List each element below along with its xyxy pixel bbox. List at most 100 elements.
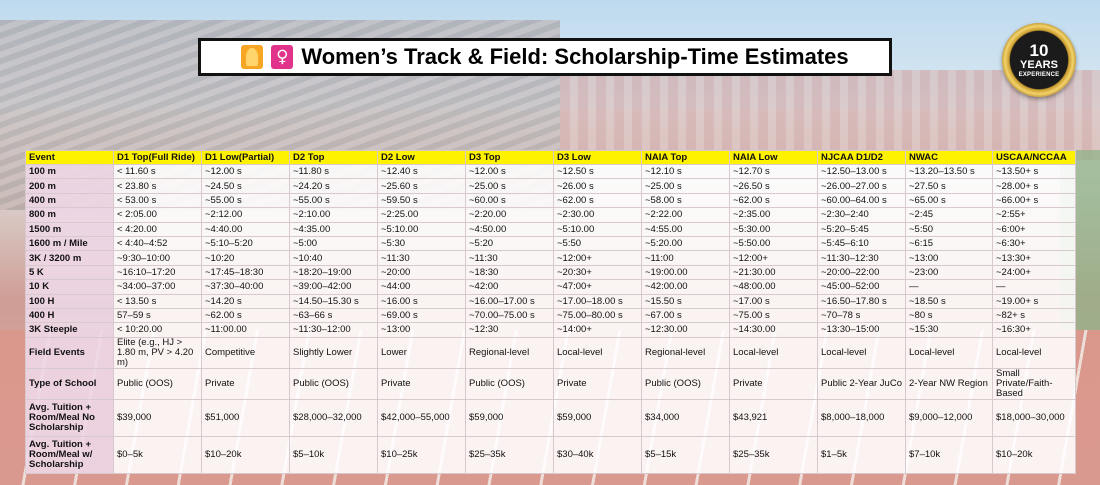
table-cell: ~12:30.00 xyxy=(641,322,730,338)
table-cell: ~5:10.00 xyxy=(553,221,642,237)
table-cell: ~4:35.00 xyxy=(289,221,378,237)
table-cell: ~62.00 s xyxy=(201,307,290,324)
table-cell: ~12.50–13.00 s xyxy=(817,163,906,180)
table-cell: ~11:00.00 xyxy=(201,322,290,338)
table-cell: $30–40k xyxy=(553,435,642,474)
table-cell: ~17.00 s xyxy=(729,293,818,309)
table-cell: < 53.00 s xyxy=(113,192,202,209)
table-cell: ~2:30.00 xyxy=(553,207,642,223)
table-row: Type of School Public (OOS) Private Public … xyxy=(25,367,1076,400)
table-cell: < 10:20.00 xyxy=(113,322,202,338)
table-cell: ~5:30 xyxy=(377,235,466,252)
table-cell: ~5:50 xyxy=(905,221,993,237)
table-cell: ~24.20 s xyxy=(289,178,378,194)
table-cell: < 13.50 s xyxy=(113,293,202,309)
table-cell: ~4:40.00 xyxy=(201,221,290,237)
table-header-row: Event D1 Top(Full Ride) D1 Low(Partial) D2 … xyxy=(25,150,1076,165)
table-cell: ~27.50 s xyxy=(905,178,993,194)
table-cell: 57–59 s xyxy=(113,307,202,324)
table-cell: $10–25k xyxy=(377,435,466,474)
table-cell: ~11:30 xyxy=(377,250,466,266)
row-label: 1600 m / Mile xyxy=(25,235,114,252)
table-cell: ~18:30 xyxy=(465,264,554,281)
table-cell: ~82+ s xyxy=(992,307,1076,324)
table-cell: ~75.00–80.00 s xyxy=(553,307,642,324)
row-label: 200 m xyxy=(25,178,114,194)
table-cell: Public (OOS) xyxy=(465,367,554,400)
table-cell: ~80 s xyxy=(905,307,993,324)
column-header: D2 Top xyxy=(289,150,378,165)
table-cell: ~23:00 xyxy=(905,264,993,281)
row-label: 400 m xyxy=(25,192,114,209)
row-label: 5 K xyxy=(25,264,114,281)
table-cell: ~12.40 s xyxy=(377,163,466,180)
row-label: 800 m xyxy=(25,207,114,223)
table-cell: ~47:00+ xyxy=(553,279,642,295)
column-header: USCAA/NCCAA xyxy=(992,150,1076,165)
table-cell: Public 2-Year JuCo xyxy=(817,367,906,400)
table-cell: ~17.00–18.00 s xyxy=(553,293,642,309)
table-cell: ~25.00 s xyxy=(465,178,554,194)
table-cell: ~6:15 xyxy=(905,235,993,252)
table-cell: ~20:00 xyxy=(377,264,466,281)
table-cell: ~19:00.00 xyxy=(641,264,730,281)
table-row: 1600 m / Mile < 4:40–4:52 ~5:10–5:20 ~5:00 ~… xyxy=(25,235,1076,252)
title-banner: ♀ Women’s Track & Field: Scholarship-Tim… xyxy=(198,38,892,76)
column-header: NWAC xyxy=(905,150,993,165)
table-cell: Private xyxy=(729,367,818,400)
table-cell: ~16.00–17.00 s xyxy=(465,293,554,309)
table-cell: ~15.50 s xyxy=(641,293,730,309)
table-cell: ~55.00 s xyxy=(201,192,290,209)
row-label: Field Events xyxy=(25,336,114,369)
table-cell: ~24.50 s xyxy=(201,178,290,194)
column-header: D3 Top xyxy=(465,150,554,165)
table-cell: Elite (e.g., HJ > 1.80 m, PV > 4.20 m) xyxy=(113,336,202,369)
table-row: 5 K ~16:10–17:20 ~17:45–18:30 ~18:20–19:00 ~… xyxy=(25,264,1076,281)
table-cell: $43,921 xyxy=(729,398,818,437)
female-sign-icon: ♀ xyxy=(271,45,294,69)
table-cell: ~55.00 s xyxy=(289,192,378,209)
table-cell: ~12.70 s xyxy=(729,163,818,180)
table-cell: ~20:30+ xyxy=(553,264,642,281)
table-cell: ~37:30–40:00 xyxy=(201,279,290,295)
table-cell: ~2:22.00 xyxy=(641,207,730,223)
table-cell: ~2:35.00 xyxy=(729,207,818,223)
row-label: 10 K xyxy=(25,279,114,295)
table-cell: ~5:30.00 xyxy=(729,221,818,237)
table-cell: ~65.00 s xyxy=(905,192,993,209)
table-cell: ~13.20–13.50 s xyxy=(905,163,993,180)
column-header: Event xyxy=(25,150,114,165)
table-cell: ~13:30+ xyxy=(992,250,1076,266)
table-cell: < 2:05.00 xyxy=(113,207,202,223)
table-cell: Competitive xyxy=(201,336,290,369)
table-row: 400 H 57–59 s ~62.00 s ~63–66 s ~69.00 s ~70.… xyxy=(25,307,1076,324)
column-header: D3 Low xyxy=(553,150,642,165)
table-cell: ~12.00 s xyxy=(201,163,290,180)
table-row: 100 m < 11.60 s ~12.00 s ~11.80 s ~12.40 s ~1… xyxy=(25,163,1076,180)
table-row: Field Events Elite (e.g., HJ > 1.80 m, PV… xyxy=(25,336,1076,369)
table-cell: Public (OOS) xyxy=(641,367,730,400)
table-row: 3K Steeple < 10:20.00 ~11:00.00 ~11:30–12:0… xyxy=(25,322,1076,338)
table-cell: $59,000 xyxy=(553,398,642,437)
table-cell: ~62.00 s xyxy=(729,192,818,209)
table-cell: $51,000 xyxy=(201,398,290,437)
table-cell: ~67.00 s xyxy=(641,307,730,324)
table-cell: ~18.50 s xyxy=(905,293,993,309)
table-cell: ~5:00 xyxy=(289,235,378,252)
row-label: Avg. Tuition + Room/Meal No Scholarship xyxy=(25,398,114,437)
table-row: 10 K ~34:00–37:00 ~37:30–40:00 ~39:00–42:00… xyxy=(25,279,1076,295)
table-cell: ~25.00 s xyxy=(641,178,730,194)
table-cell: $1–5k xyxy=(817,435,906,474)
row-label: 400 H xyxy=(25,307,114,324)
table-cell: ~2:45 xyxy=(905,207,993,223)
table-cell: Regional-level xyxy=(641,336,730,369)
table-cell: ~42:00.00 xyxy=(641,279,730,295)
table-cell: ~4:50.00 xyxy=(465,221,554,237)
table-cell: < 4:20.00 xyxy=(113,221,202,237)
table-cell: ~10:20 xyxy=(201,250,290,266)
table-row: 800 m < 2:05.00 ~2:12.00 ~2:10.00 ~2:25.00 ~2… xyxy=(25,207,1076,223)
table-cell: ~58.00 s xyxy=(641,192,730,209)
table-cell: ~69.00 s xyxy=(377,307,466,324)
table-cell: $25–35k xyxy=(729,435,818,474)
table-cell: Public (OOS) xyxy=(289,367,378,400)
